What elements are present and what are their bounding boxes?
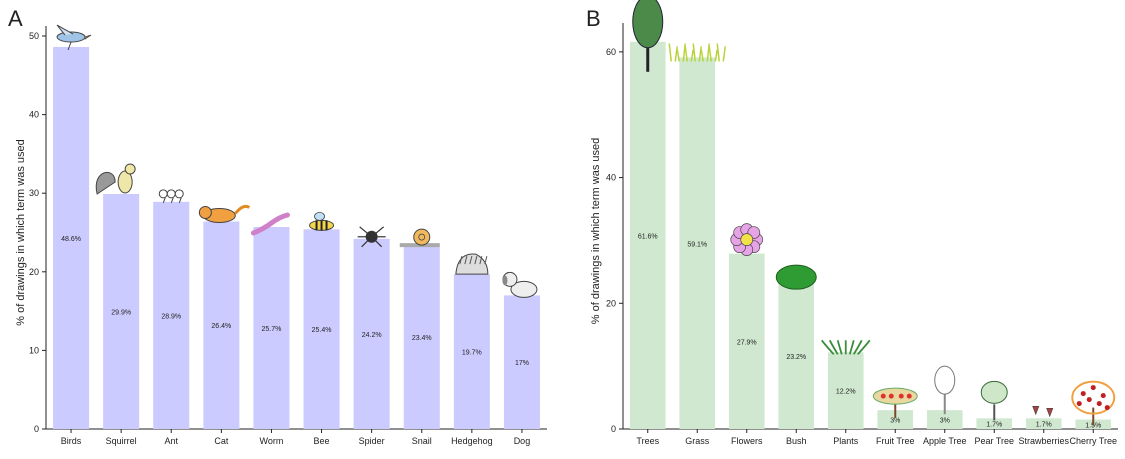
flower-icon: [730, 223, 764, 256]
bar-ant: [153, 201, 190, 429]
x-tick-label: Strawberries: [1018, 436, 1069, 446]
snail-icon: [399, 228, 440, 248]
bar-plants: [827, 352, 864, 429]
x-tick-label: Pear Tree: [974, 436, 1014, 446]
bar-squirrel: [103, 193, 140, 429]
x-tick-label: Apple Tree: [923, 436, 967, 446]
fruit-tree-icon: [872, 387, 918, 419]
x-tick-label: Birds: [61, 436, 82, 446]
bee-icon: [309, 211, 335, 231]
panel-letter-b: B: [586, 6, 601, 31]
y-tick-label: 40: [606, 173, 616, 183]
x-tick-label: Plants: [833, 436, 859, 446]
x-tick-label: Squirrel: [106, 436, 137, 446]
y-tick-label: 60: [606, 47, 616, 57]
data-label: 23.4%: [412, 335, 432, 342]
grass-icon: [668, 43, 726, 62]
data-label: 27.9%: [737, 339, 757, 346]
data-label: 61.6%: [638, 233, 658, 240]
data-label: 59.1%: [687, 241, 707, 248]
bar-hedgehog: [453, 274, 490, 429]
y-axis-title: % of drawings in which term was used: [590, 138, 602, 324]
bar-cat: [203, 221, 240, 429]
y-tick-label: 20: [29, 267, 39, 277]
bar-apple-tree: [926, 410, 963, 429]
spider-icon: [357, 226, 386, 248]
bird-icon: [56, 24, 92, 51]
x-tick-label: Ant: [164, 436, 178, 446]
x-tick-label: Hedgehog: [451, 436, 493, 446]
data-label: 17%: [515, 360, 529, 367]
strawberries-icon: [1032, 405, 1054, 418]
bar-worm: [253, 226, 290, 429]
data-label: 26.4%: [211, 323, 231, 330]
bar-pear-tree: [976, 418, 1013, 429]
x-tick-label: Fruit Tree: [876, 436, 915, 446]
data-label: 48.6%: [61, 236, 81, 243]
y-tick-label: 30: [29, 188, 39, 198]
apple-tree-icon: [934, 365, 956, 415]
bar-dog: [503, 295, 540, 429]
y-tick-label: 40: [29, 110, 39, 120]
data-label: 19.7%: [462, 350, 482, 357]
chart-panel-a: A 0 10 20 30 40 50 % of drawings in which term…: [8, 6, 547, 446]
data-label: 3%: [940, 418, 950, 425]
x-tick-label: Trees: [636, 436, 659, 446]
bar-trees: [629, 41, 666, 430]
y-tick-label: 20: [606, 298, 616, 308]
data-label: 24.2%: [362, 332, 382, 339]
x-tick-label: Flowers: [731, 436, 763, 446]
y-tick-label: 10: [29, 345, 39, 355]
data-label: 12.2%: [836, 389, 856, 396]
y-tick-label: 0: [611, 424, 616, 434]
data-label: 29.9%: [111, 309, 131, 316]
bar-chart-plants: 0 20 40 60 % of drawings in which term was u…: [590, 0, 1118, 446]
x-tick-label: Snail: [412, 436, 432, 446]
tree-icon: [632, 0, 664, 72]
plants-icon: [821, 339, 871, 355]
worm-icon: [250, 212, 290, 236]
bar-grass: [679, 57, 716, 430]
y-axis-title: % of drawings in which term was used: [15, 139, 27, 325]
squirrel-icon: [95, 163, 136, 195]
data-label: 25.7%: [262, 326, 282, 333]
cat-icon: [198, 204, 251, 223]
data-label: 25.4%: [312, 327, 332, 334]
bar-spider: [353, 238, 390, 429]
data-label: 1.7%: [986, 422, 1002, 429]
x-tick-label: Bee: [314, 436, 330, 446]
bush-icon: [775, 264, 817, 290]
pear-tree-icon: [980, 380, 1008, 421]
hedgehog-icon: [455, 253, 489, 275]
x-tick-label: Worm: [260, 436, 284, 446]
ant-icon: [158, 189, 184, 204]
x-tick-label: Cherry Tree: [1069, 436, 1117, 446]
cherry-tree-icon: [1071, 380, 1116, 426]
bar-bee: [303, 229, 340, 429]
panel-letter-a: A: [8, 6, 23, 31]
data-label: 3%: [890, 418, 900, 425]
bar-flowers: [728, 253, 765, 429]
y-tick-label: 50: [29, 31, 39, 41]
y-tick-label: 0: [34, 424, 39, 434]
x-tick-label: Grass: [685, 436, 710, 446]
x-tick-label: Dog: [514, 436, 531, 446]
x-tick-label: Cat: [214, 436, 229, 446]
bar-snail: [403, 245, 440, 429]
data-label: 28.9%: [161, 313, 181, 320]
bar-strawberries: [1025, 418, 1062, 429]
data-label: 1.7%: [1036, 422, 1052, 429]
chart-panel-b: B 0 20 40 60 % of drawings in which term was…: [565, 0, 1125, 459]
x-tick-label: Spider: [359, 436, 385, 446]
bar-fruit-tree: [877, 410, 914, 429]
dog-icon: [502, 271, 538, 298]
bar-chart-animals: 0 10 20 30 40 50 % of drawings in which term w…: [15, 24, 547, 446]
x-tick-label: Bush: [786, 436, 807, 446]
data-label: 23.2%: [786, 354, 806, 361]
data-label: 1.5%: [1085, 422, 1101, 429]
bar-birds: [53, 47, 90, 430]
bar-bush: [778, 283, 815, 429]
